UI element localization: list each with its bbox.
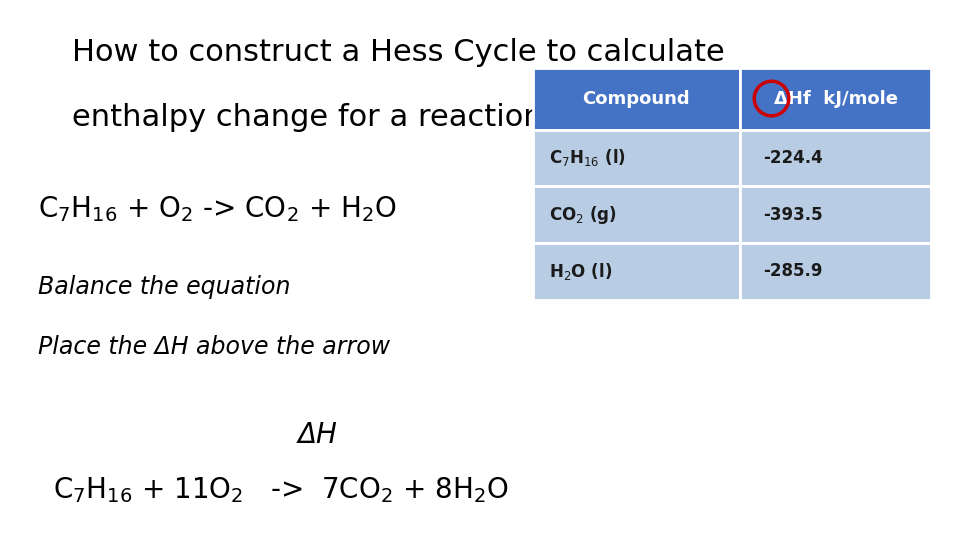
FancyBboxPatch shape bbox=[533, 186, 740, 243]
Text: How to construct a Hess Cycle to calculate: How to construct a Hess Cycle to calcula… bbox=[72, 38, 725, 67]
Text: Balance the equation: Balance the equation bbox=[38, 275, 291, 299]
FancyBboxPatch shape bbox=[533, 68, 740, 130]
FancyBboxPatch shape bbox=[740, 68, 931, 130]
Text: H$_2$O (l): H$_2$O (l) bbox=[549, 261, 612, 282]
FancyBboxPatch shape bbox=[740, 243, 931, 300]
FancyBboxPatch shape bbox=[740, 130, 931, 186]
Text: ΔHf  kJ/mole: ΔHf kJ/mole bbox=[774, 90, 898, 107]
Text: -224.4: -224.4 bbox=[763, 149, 823, 167]
Text: C$_7$H$_{16}$ + O$_2$ -> CO$_2$ + H$_2$O: C$_7$H$_{16}$ + O$_2$ -> CO$_2$ + H$_2$O bbox=[38, 194, 397, 224]
Text: -393.5: -393.5 bbox=[763, 206, 823, 224]
Text: Place the ΔH above the arrow: Place the ΔH above the arrow bbox=[38, 335, 391, 359]
FancyBboxPatch shape bbox=[533, 130, 740, 186]
FancyBboxPatch shape bbox=[740, 186, 931, 243]
Text: C$_7$H$_{16}$ + 11O$_2$   ->  7CO$_2$ + 8H$_2$O: C$_7$H$_{16}$ + 11O$_2$ -> 7CO$_2$ + 8H$… bbox=[53, 475, 509, 505]
Text: Compound: Compound bbox=[583, 90, 690, 107]
Text: enthalpy change for a reaction: enthalpy change for a reaction bbox=[72, 103, 542, 132]
Text: ΔH: ΔH bbox=[298, 421, 338, 449]
FancyBboxPatch shape bbox=[533, 243, 740, 300]
Text: -285.9: -285.9 bbox=[763, 262, 823, 280]
Text: C$_7$H$_{16}$ (l): C$_7$H$_{16}$ (l) bbox=[549, 147, 626, 168]
Text: CO$_2$ (g): CO$_2$ (g) bbox=[549, 204, 617, 226]
